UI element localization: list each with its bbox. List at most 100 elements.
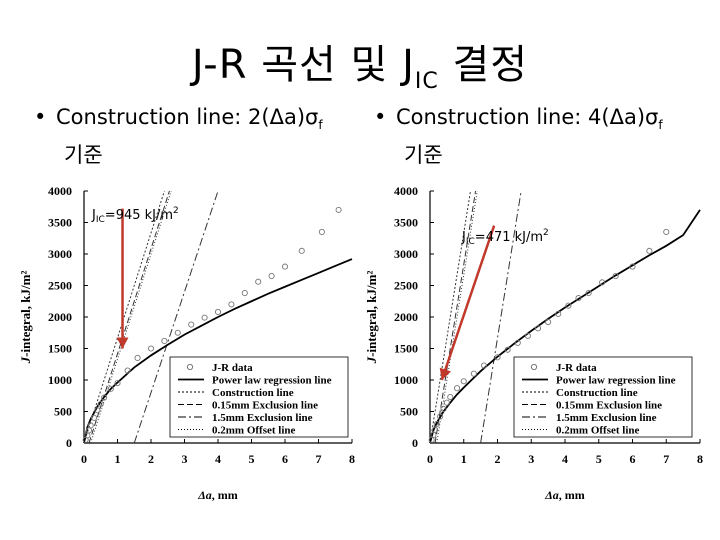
jr-data-point bbox=[241, 290, 248, 297]
y-tick-label: 4000 bbox=[394, 184, 418, 198]
x-tick-label: 3 bbox=[528, 452, 534, 466]
x-tick-label: 2 bbox=[495, 452, 501, 466]
legend-label: 1.5mm Exclusion line bbox=[556, 412, 657, 424]
x-tick-label: 6 bbox=[282, 452, 288, 466]
jr-data-point bbox=[470, 370, 477, 377]
jr-data-point bbox=[504, 346, 511, 353]
exclusion-line-1-5mm bbox=[480, 190, 522, 443]
jr-data-point bbox=[545, 318, 552, 326]
x-tick-label: 4 bbox=[562, 452, 568, 466]
legend-label: 0.2mm Offset line bbox=[556, 425, 640, 437]
jr-data-point bbox=[646, 247, 653, 254]
construction-line bbox=[84, 190, 165, 443]
legend-box bbox=[513, 356, 693, 438]
bullet-left-text: Construction line: 2(Δa)σ bbox=[56, 105, 319, 129]
bullet-right: • Construction line: 4(Δa)σf 기준 bbox=[374, 102, 663, 170]
bullet-left-cont: 기준 bbox=[64, 143, 103, 168]
jr-data-point bbox=[268, 273, 275, 280]
jr-data-point bbox=[460, 378, 467, 385]
legend-marker bbox=[186, 363, 194, 371]
jr-data-point bbox=[585, 290, 592, 297]
bullet-left: • Construction line: 2(Δa)σf 기준 bbox=[34, 102, 323, 170]
jr-data-point bbox=[214, 308, 222, 316]
x-tick-label: 0 bbox=[427, 452, 433, 466]
jr-data-point bbox=[87, 422, 94, 429]
jr-data-point bbox=[663, 228, 670, 236]
jr-data-point bbox=[437, 413, 444, 420]
y-tick-label: 2500 bbox=[48, 279, 72, 293]
jr-data-point bbox=[124, 367, 131, 374]
jr-data-point bbox=[514, 339, 521, 346]
jr-data-point bbox=[188, 321, 195, 328]
x-tick-label: 5 bbox=[249, 452, 255, 466]
x-tick-label: 0 bbox=[81, 452, 87, 466]
jr-data-point bbox=[524, 332, 531, 339]
jr-data-point bbox=[94, 407, 101, 414]
x-tick-label: 7 bbox=[663, 452, 669, 466]
y-tick-label: 3500 bbox=[394, 216, 418, 230]
x-tick-label: 7 bbox=[316, 452, 322, 466]
bullet-dot-icon: • bbox=[374, 105, 387, 129]
y-tick-label: 500 bbox=[54, 405, 72, 419]
bullet-right-text: Construction line: 4(Δa)σ bbox=[396, 105, 659, 129]
legend-label: J-R data bbox=[212, 362, 253, 374]
x-tick-label: 2 bbox=[148, 452, 154, 466]
x-tick-label: 1 bbox=[115, 452, 121, 466]
y-tick-label: 3500 bbox=[48, 216, 72, 230]
legend-label: J-R data bbox=[556, 362, 597, 374]
jic-annotation: JIC=471 kJ/m2 bbox=[461, 228, 549, 247]
jic-arrow-head-icon bbox=[116, 337, 129, 349]
jic-arrow bbox=[440, 225, 496, 381]
jr-data-point bbox=[447, 393, 454, 401]
jr-data-point bbox=[555, 310, 562, 317]
y-tick-label: 4000 bbox=[48, 184, 72, 198]
x-tick-label: 8 bbox=[697, 452, 703, 466]
y-axis-label: J-integral, kJ/m² bbox=[18, 271, 33, 365]
jr-data-point bbox=[480, 362, 488, 369]
legend-label: 0.15mm Exclusion line bbox=[556, 400, 662, 412]
jr-data-point bbox=[255, 278, 262, 285]
y-tick-label: 3000 bbox=[48, 247, 72, 261]
jr-data-point bbox=[612, 273, 619, 280]
jr-data-point bbox=[534, 325, 542, 332]
y-tick-label: 1500 bbox=[48, 342, 72, 356]
legend-label: Power law regression line bbox=[556, 375, 676, 387]
jr-data-point bbox=[201, 314, 208, 321]
x-tick-label: 4 bbox=[215, 452, 221, 466]
jr-data-point bbox=[599, 279, 606, 286]
jr-data-point bbox=[161, 337, 168, 344]
exclusion-line-0-15mm bbox=[88, 190, 170, 443]
y-tick-label: 3000 bbox=[394, 247, 418, 261]
legend-marker bbox=[530, 363, 538, 371]
jr-data-point bbox=[91, 414, 98, 421]
jr-data-point bbox=[565, 302, 572, 309]
jr-data-point bbox=[298, 247, 305, 254]
jic-annotation: JIC=945 kJ/m2 bbox=[91, 206, 179, 225]
y-axis-label: J-integral, kJ/m² bbox=[364, 271, 379, 365]
y-tick-label: 0 bbox=[66, 436, 72, 450]
y-tick-label: 1500 bbox=[394, 342, 418, 356]
jr-data-point bbox=[228, 301, 235, 308]
jr-chart-right: 0 500 1000 1500 2000 2500 3000 3500 4000 0 1 2 3 4 5 6 7… bbox=[364, 184, 703, 502]
y-tick-label: 1000 bbox=[394, 373, 418, 387]
y-tick-label: 500 bbox=[400, 405, 418, 419]
y-tick-label: 1000 bbox=[48, 373, 72, 387]
jr-data-point bbox=[629, 263, 636, 270]
x-tick-label: 6 bbox=[630, 452, 636, 466]
power-law-regression-line bbox=[83, 258, 353, 444]
jr-data-point bbox=[114, 380, 121, 387]
jr-data-point bbox=[443, 399, 450, 406]
x-tick-label: 1 bbox=[461, 452, 467, 466]
x-tick-label: 3 bbox=[182, 452, 188, 466]
bullet-right-cont: 기준 bbox=[404, 143, 443, 168]
offset-line-0-2mm bbox=[90, 190, 172, 443]
y-tick-label: 2000 bbox=[48, 310, 72, 324]
jr-data-point bbox=[433, 421, 440, 428]
exclusion-line-1-5mm bbox=[133, 190, 219, 443]
x-axis-label: Δa, mm bbox=[544, 488, 585, 502]
x-axis-label: Δa, mm bbox=[197, 488, 238, 502]
y-tick-label: 0 bbox=[412, 436, 418, 450]
jr-data-point bbox=[107, 385, 114, 392]
y-tick-label: 2000 bbox=[394, 310, 418, 324]
legend-box bbox=[169, 356, 349, 438]
